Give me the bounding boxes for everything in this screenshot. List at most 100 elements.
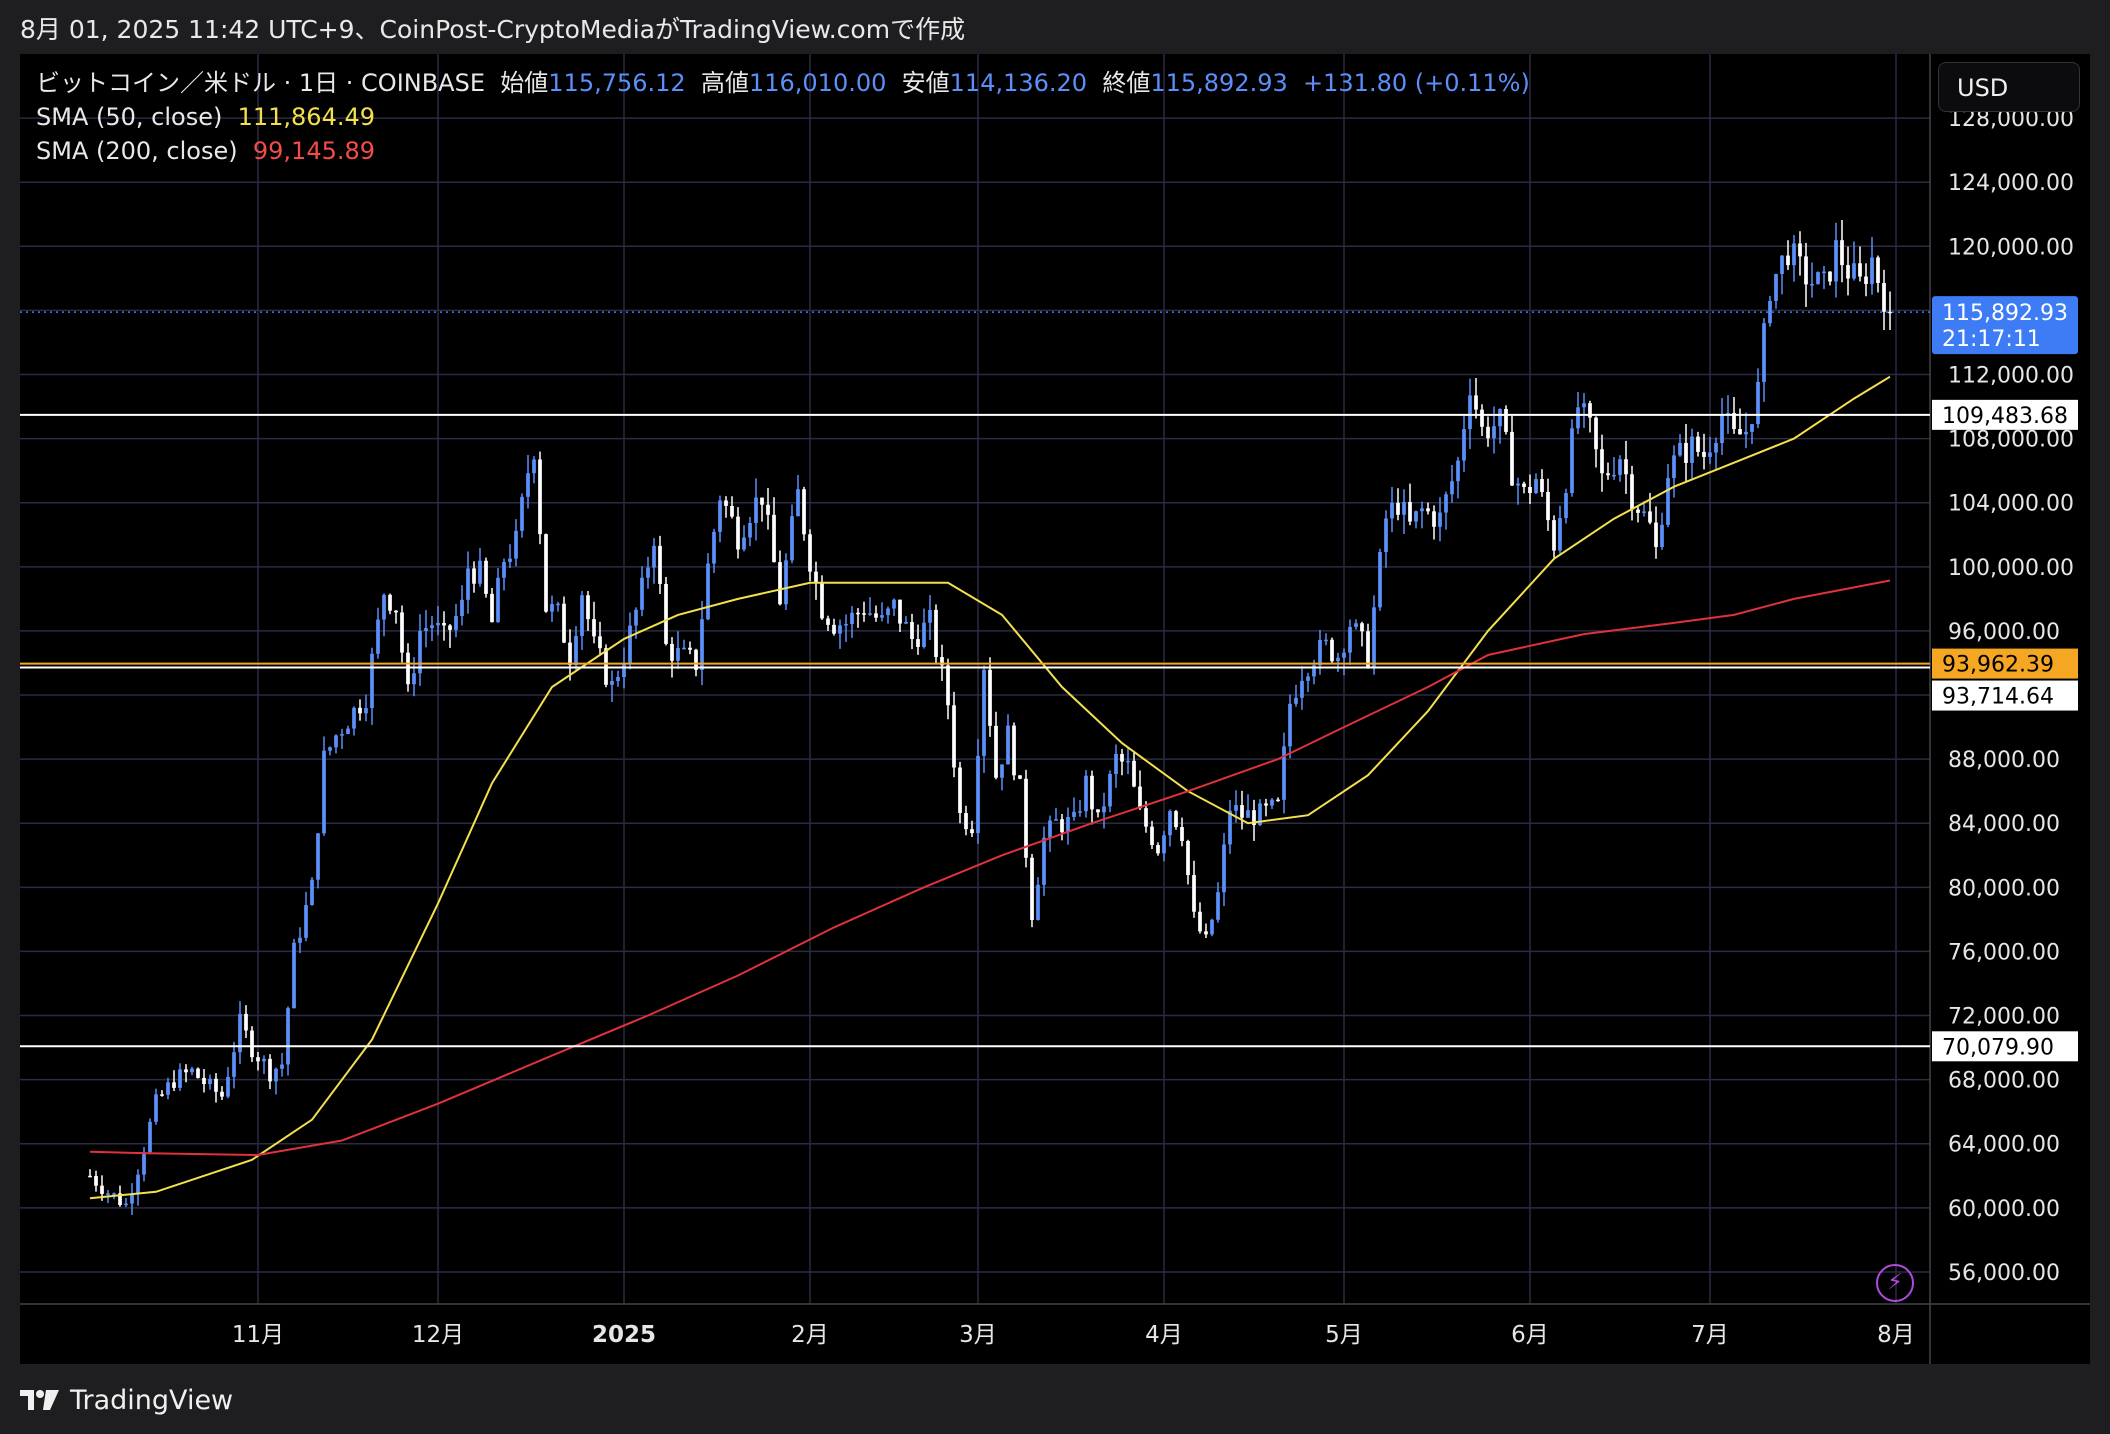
currency-selector[interactable]: USD — [1938, 62, 2080, 112]
sma200-line — [89, 579, 1891, 1157]
candle-body — [1534, 479, 1538, 494]
candle-body — [1348, 626, 1352, 653]
candle-body — [1438, 512, 1442, 527]
candle-body — [1498, 409, 1502, 427]
candle-body — [586, 595, 590, 620]
candle-body — [352, 707, 356, 729]
candle-body — [952, 705, 956, 768]
candle-body — [1168, 811, 1172, 836]
candle-body — [1852, 263, 1856, 279]
sma200-label: SMA (200, close) — [36, 137, 238, 165]
chart-svg[interactable]: 128,000.00124,000.00120,000.00116,000.00… — [20, 54, 2090, 1364]
candle-body — [868, 613, 872, 615]
candle-body — [1888, 311, 1892, 314]
y-tick-label: 104,000.00 — [1948, 492, 2074, 517]
candle-body — [304, 905, 308, 938]
candle-body — [1108, 773, 1112, 807]
candle-body — [634, 609, 638, 626]
candle-body — [1546, 492, 1550, 521]
candle-body — [1096, 809, 1100, 813]
candle-body — [190, 1068, 194, 1073]
candle-body — [244, 1013, 248, 1031]
candle-body — [832, 624, 836, 634]
ohlc-row: ビットコイン／米ドル · 1日 · COINBASE 始値115,756.12 … — [36, 66, 1530, 100]
candle-body — [850, 612, 854, 625]
candle-body — [988, 669, 992, 726]
sma50-value: 111,864.49 — [237, 103, 376, 131]
lightning-icon[interactable]: ⚡ — [1876, 1264, 1914, 1302]
sma50-row[interactable]: SMA (50, close) 111,864.49 — [36, 100, 1530, 134]
candle-body — [556, 603, 560, 606]
candle-body — [730, 505, 734, 517]
candle-body — [1366, 631, 1370, 667]
symbol-title[interactable]: ビットコイン／米ドル · 1日 · COINBASE — [36, 69, 486, 97]
candle-body — [490, 593, 494, 623]
candle-body — [1018, 775, 1022, 779]
low-value: 114,136.20 — [949, 69, 1088, 97]
candle-body — [826, 618, 830, 625]
chart-area[interactable]: 128,000.00124,000.00120,000.00116,000.00… — [20, 54, 2090, 1364]
candle-body — [364, 708, 368, 714]
candle-body — [700, 619, 704, 670]
candle-body — [1054, 819, 1058, 821]
candle-body — [340, 734, 344, 736]
x-tick-label: 3月 — [959, 1322, 997, 1348]
candle-body — [598, 636, 602, 649]
candle-body — [1630, 474, 1634, 510]
candle-body — [1084, 775, 1088, 812]
candle-body — [208, 1078, 212, 1085]
y-tick-label: 84,000.00 — [1948, 812, 2060, 837]
candle-body — [100, 1185, 104, 1194]
candle-body — [502, 562, 506, 578]
candle-body — [982, 669, 986, 756]
open-value: 115,756.12 — [548, 69, 686, 97]
candle-body — [1678, 442, 1682, 456]
candle-body — [1408, 501, 1412, 522]
y-tick-label: 72,000.00 — [1948, 1005, 2060, 1030]
candle-body — [430, 625, 434, 629]
candle-body — [742, 537, 746, 550]
high-label: 高値 — [700, 69, 749, 97]
candle-body — [544, 534, 548, 612]
candle-body — [214, 1078, 218, 1092]
level-tag — [1932, 680, 2078, 711]
countdown-label: 21:17:11 — [1942, 327, 2041, 352]
candle-body — [568, 642, 572, 666]
y-tick-label: 64,000.00 — [1948, 1133, 2060, 1158]
candle-body — [706, 563, 710, 620]
candle-body — [1606, 473, 1610, 476]
candle-body — [496, 577, 500, 623]
candle-body — [1786, 255, 1790, 266]
sma200-row[interactable]: SMA (200, close) 99,145.89 — [36, 134, 1530, 168]
candle-body — [1090, 775, 1094, 810]
candle-body — [196, 1068, 200, 1078]
candle-body — [172, 1082, 176, 1088]
candle-body — [640, 577, 644, 610]
candle-body — [1006, 725, 1010, 765]
candle-body — [1858, 263, 1862, 277]
candle-body — [562, 603, 566, 643]
candle-body — [1330, 639, 1334, 662]
candle-body — [1360, 623, 1364, 632]
candle-body — [1870, 257, 1874, 285]
candle-body — [448, 625, 452, 630]
candle-body — [376, 619, 380, 654]
candle-body — [394, 610, 398, 613]
candle-body — [616, 677, 620, 682]
candle-body — [880, 615, 884, 618]
candle-body — [1804, 256, 1808, 285]
footer-brand[interactable]: TradingView — [20, 1378, 233, 1422]
candle-body — [436, 622, 440, 626]
level-tag-label: 70,079.90 — [1942, 1035, 2054, 1060]
candle-body — [1012, 725, 1016, 776]
candle-body — [1258, 803, 1262, 826]
candle-body — [580, 595, 584, 637]
candle-body — [1672, 455, 1676, 479]
candle-body — [1636, 509, 1640, 513]
candle-body — [940, 657, 944, 666]
x-tick-label: 2025 — [592, 1322, 656, 1348]
candle-body — [970, 829, 974, 834]
candle-body — [550, 604, 554, 612]
candle-body — [118, 1193, 122, 1205]
candle-body — [334, 735, 338, 748]
